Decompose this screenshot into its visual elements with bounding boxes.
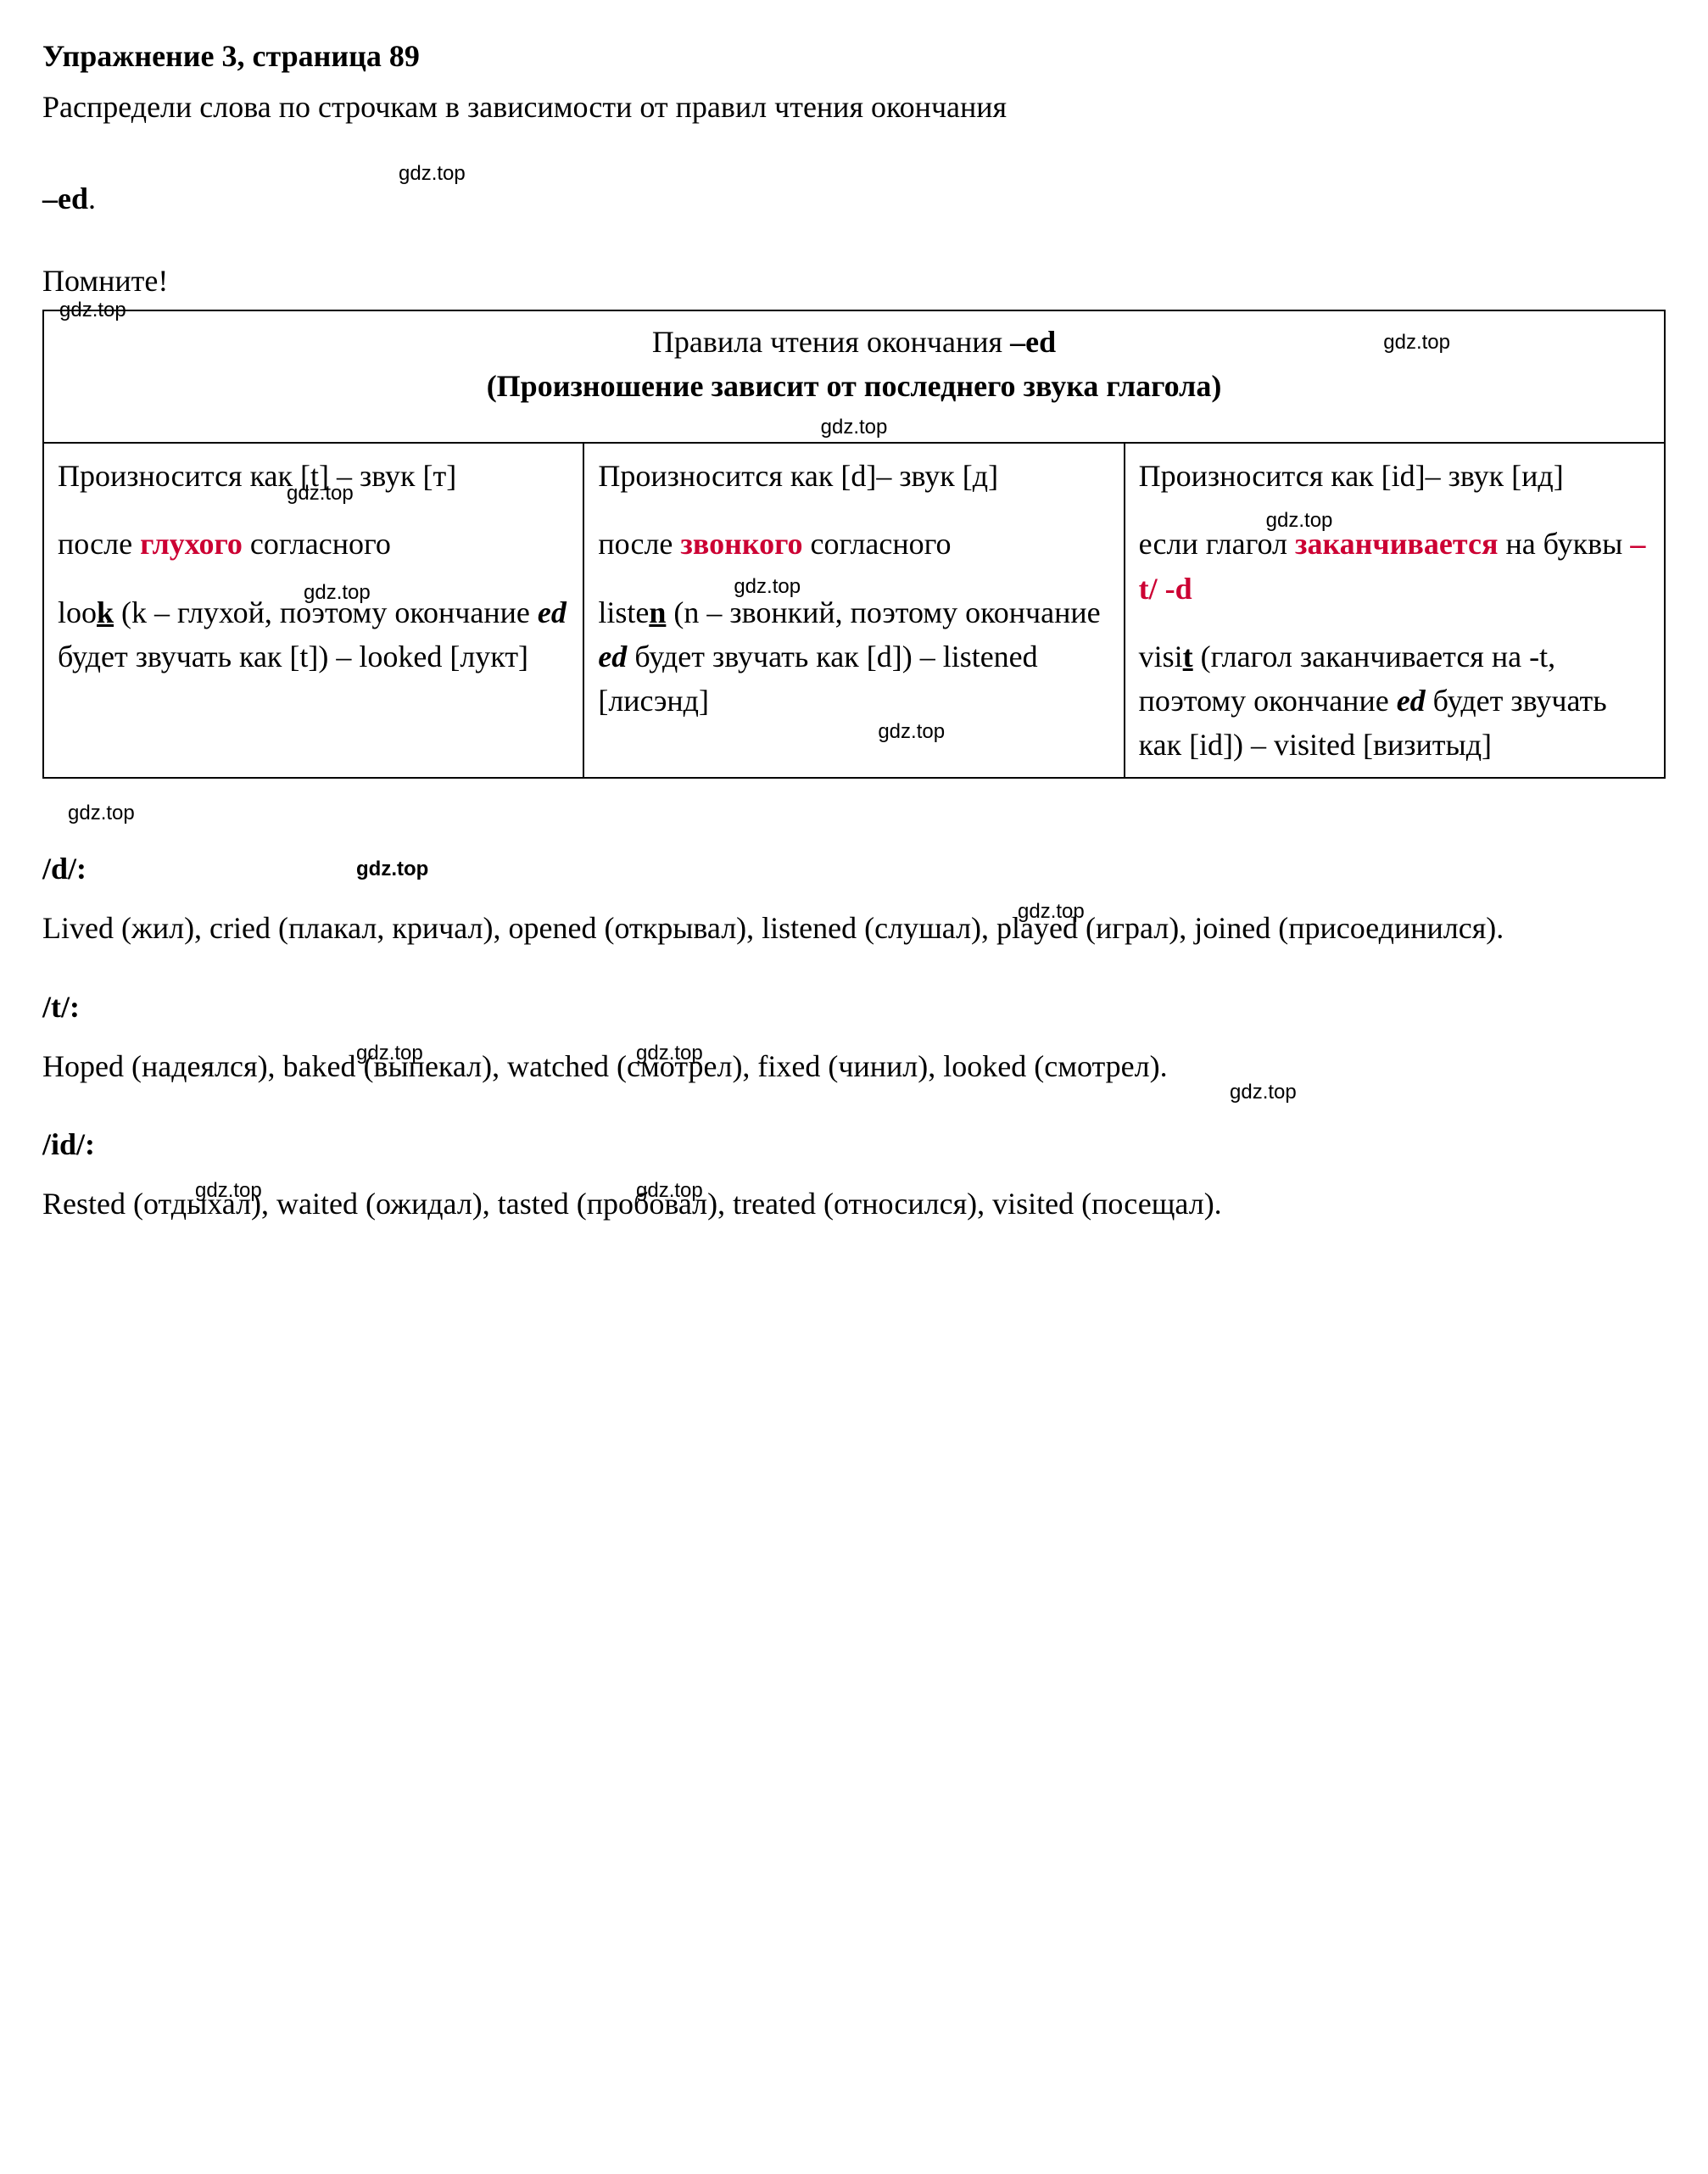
- watermark: gdz.top: [1383, 328, 1450, 358]
- col2-after-post: согласного: [803, 527, 952, 561]
- watermark: gdz.top: [821, 413, 888, 443]
- col3-example: visit (глагол заканчивается на -t, поэто…: [1139, 634, 1650, 768]
- section-d-header: /d/: gdz.top: [42, 847, 1666, 891]
- watermark: gdz.top: [878, 718, 945, 747]
- col2-after-pre: после: [598, 527, 680, 561]
- section-id-header: /id/:: [42, 1122, 1666, 1166]
- col2-ex-tail: будет звучать как [d]) – listened [лисэн…: [598, 640, 1037, 718]
- table-header: Правила чтения окончания –ed gdz.top (Пр…: [43, 310, 1665, 443]
- col2-after: после звонкого согласного gdz.top: [598, 522, 1109, 566]
- suffix-bold: –ed: [42, 176, 88, 221]
- col1-after-pre: после: [58, 527, 140, 561]
- col2: Произносится как [d]– звук [д] после зво…: [583, 443, 1124, 778]
- watermark: gdz.top: [1230, 1078, 1297, 1108]
- remember-row: Помните! gdz.top: [42, 259, 1666, 303]
- section-id-list: Rested (отдыхал), waited (ожидал), taste…: [42, 1182, 1666, 1226]
- intro-text: Распредели слова по строчкам в зависимос…: [42, 85, 1666, 129]
- col1-after: после глухого согласного: [58, 522, 569, 566]
- watermark: gdz.top: [1266, 506, 1333, 536]
- watermark: gdz.top: [636, 1176, 703, 1206]
- header-line1-suffix: –ed: [1010, 325, 1056, 359]
- header-line2: (Произношение зависит от последнего звук…: [54, 364, 1654, 408]
- section-t-text: Hoped (надеялся), baked (выпекал), watch…: [42, 1049, 1168, 1083]
- col2-ex-rest: (n – звонкий, поэтому окончание: [666, 595, 1100, 629]
- exercise-title: Упражнение 3, страница 89: [42, 34, 1666, 78]
- period: .: [88, 182, 96, 215]
- watermark: gdz.top: [399, 159, 466, 189]
- watermark: gdz.top: [1018, 897, 1085, 927]
- watermark: gdz.top: [195, 1176, 262, 1206]
- col3-ex-letter: t: [1183, 640, 1193, 673]
- col1-ex-pre: loo: [58, 595, 97, 629]
- suffix-row: –ed. gdz.top: [42, 153, 1666, 227]
- col1-ex-letter: k: [97, 595, 114, 629]
- col3-pronounce: Произносится как [id]– звук [ид]: [1139, 454, 1650, 498]
- col3-after: если глагол заканчивается на буквы – t/ …: [1139, 522, 1650, 610]
- col3-ex-italic: ed: [1397, 684, 1426, 718]
- col3-after-post: на буквы: [1498, 527, 1630, 561]
- rules-table: Правила чтения окончания –ed gdz.top (Пр…: [42, 310, 1666, 780]
- section-t-list: Hoped (надеялся), baked (выпекал), watch…: [42, 1044, 1666, 1088]
- col1-ex-italic: ed: [538, 595, 567, 629]
- col2-ex-pre: liste: [598, 595, 649, 629]
- col1-after-post: согласного: [243, 527, 391, 561]
- col2-example: listen (n – звонкий, поэтому окончание e…: [598, 590, 1109, 724]
- section-d-list: Lived (жил), cried (плакал, кричал), ope…: [42, 906, 1666, 950]
- section-d-header-text: /d/:: [42, 852, 87, 886]
- col1: Произносится как [t] – звук [т] gdz.top …: [43, 443, 583, 778]
- col2-ex-letter: n: [649, 595, 666, 629]
- header-line1-pre: Правила чтения окончания: [652, 325, 1010, 359]
- watermark: gdz.top: [287, 479, 354, 509]
- col1-ex-tail: будет звучать как [t]) – looked [лукт]: [58, 640, 528, 673]
- col2-pronounce: Произносится как [d]– звук [д]: [598, 454, 1109, 498]
- watermark: gdz.top: [356, 855, 428, 885]
- remember-text: Помните!: [42, 264, 168, 298]
- title-text: Упражнение 3, страница 89: [42, 39, 420, 73]
- col3: Произносится как [id]– звук [ид] gdz.top…: [1125, 443, 1665, 778]
- watermark: gdz.top: [68, 799, 135, 829]
- section-t-header: /t/:: [42, 985, 1666, 1029]
- table-row: Произносится как [t] – звук [т] gdz.top …: [43, 443, 1665, 778]
- col2-ex-italic: ed: [598, 640, 627, 673]
- col1-after-red: глухого: [140, 527, 243, 561]
- col3-ex-pre: visi: [1139, 640, 1183, 673]
- col2-after-red: звонкого: [680, 527, 802, 561]
- watermark: gdz.top: [304, 578, 371, 608]
